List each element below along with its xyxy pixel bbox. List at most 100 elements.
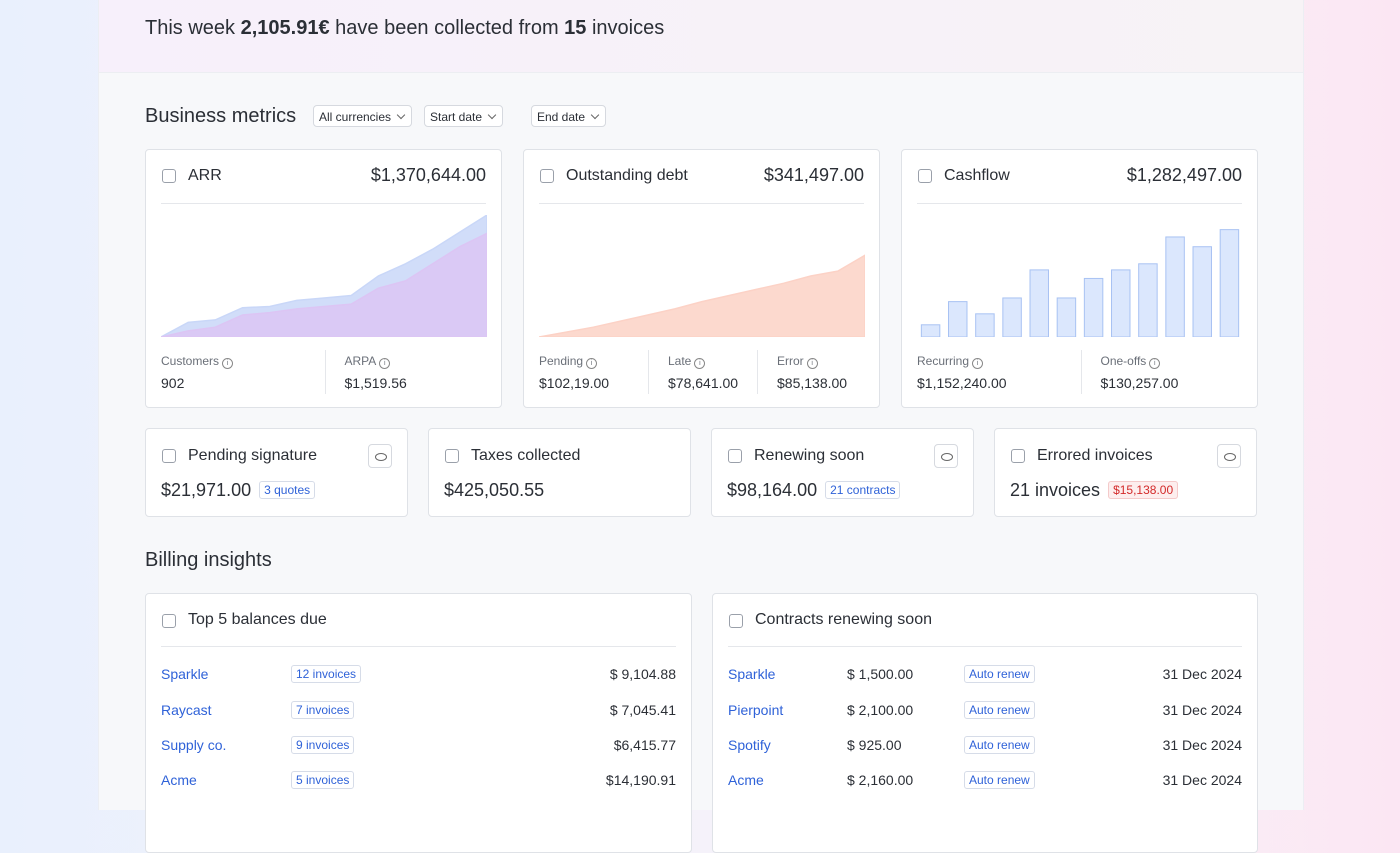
customer-link[interactable]: Raycast: [161, 702, 212, 718]
card-title: Outstanding debt: [566, 167, 688, 184]
stat-separator: [648, 350, 649, 394]
stat-label: Customers: [161, 354, 233, 369]
card-title: ARR: [188, 167, 222, 184]
card-icon: [729, 614, 743, 628]
bar: [1219, 229, 1240, 337]
card-value: $1,370,644.00: [370, 165, 486, 185]
area: [539, 254, 865, 337]
badge: Auto renew: [964, 665, 1035, 683]
divider: [728, 646, 1242, 647]
customer-link[interactable]: Acme: [728, 772, 764, 788]
mini-chart: [920, 229, 1240, 337]
card-title: Renewing soon: [754, 447, 865, 464]
table-card: Top 5 balances due Sparkle 12 invoices $ 9,…: [145, 593, 692, 853]
date: 31 Dec 2024: [1162, 702, 1242, 718]
customer-link[interactable]: Sparkle: [161, 666, 209, 682]
value-row: 21 invoices $15,138.00: [1010, 480, 1179, 501]
value-row: $21,971.00 3 quotes: [161, 480, 316, 501]
badge: Auto renew: [964, 771, 1035, 789]
card-title: Taxes collected: [471, 447, 581, 464]
table-card: Contracts renewing soon Sparkle $ 1,500.00…: [712, 593, 1258, 853]
date: 31 Dec 2024: [1162, 772, 1242, 788]
bar: [1111, 269, 1131, 337]
card-value: $341,497.00: [763, 165, 864, 185]
stat-label: ARPA: [345, 354, 391, 369]
mini-chart: [539, 254, 865, 337]
badge: 7 invoices: [291, 701, 355, 719]
badge: 21 contracts: [825, 481, 901, 499]
stat-value: $1,152,240.00: [917, 375, 1007, 391]
amount: $ 2,100.00: [847, 702, 914, 718]
amount: $14,190.91: [605, 772, 676, 788]
bar: [975, 313, 995, 337]
stat-label: Late: [668, 354, 705, 369]
card-value: $21,971.00: [161, 480, 252, 500]
card-title: Top 5 balances due: [188, 611, 327, 628]
bar: [1165, 236, 1185, 337]
card-title: Pending signature: [188, 447, 317, 464]
metric-card: ARR $1,370,644.00 Customers 902 ARPA $1,519.5…: [145, 149, 502, 408]
divider: [539, 203, 864, 204]
customer-link[interactable]: Acme: [161, 772, 197, 788]
bar: [1002, 297, 1022, 337]
view-button[interactable]: [368, 444, 392, 468]
filter-dropdown[interactable]: All currencies: [313, 105, 413, 127]
stat-value: $130,257.00: [1100, 375, 1179, 391]
stat-separator: [757, 350, 758, 394]
customer-link[interactable]: Supply co.: [161, 737, 227, 753]
amount: $ 9,104.88: [609, 666, 676, 682]
customer-link[interactable]: Spotify: [728, 737, 771, 753]
badge: 12 invoices: [291, 665, 362, 683]
stat-label: One-offs: [1101, 354, 1161, 369]
stat-value: $85,138.00: [777, 375, 848, 391]
bar: [1138, 263, 1158, 337]
headline-part: 15: [564, 17, 587, 39]
badge: Auto renew: [964, 736, 1035, 754]
amount: $ 2,160.00: [847, 772, 914, 788]
card-value: $1,282,497.00: [1126, 165, 1242, 185]
bar: [920, 324, 941, 337]
area: [161, 232, 487, 337]
summary-card: Errored invoices 21 invoices $15,138.00: [994, 428, 1257, 517]
card-icon: [162, 169, 176, 183]
metric-card: Outstanding debt $341,497.00 Pending $102,1…: [523, 149, 880, 408]
badge: Auto renew: [964, 701, 1035, 719]
section-title: Business metrics: [145, 105, 297, 127]
date: 31 Dec 2024: [1162, 666, 1242, 682]
divider: [161, 203, 486, 204]
bar: [1083, 277, 1104, 337]
card-icon: [728, 449, 742, 463]
metric-card: Cashflow $1,282,497.00 Recurring $1,152,240…: [901, 149, 1258, 408]
value-row: $425,050.55: [444, 480, 544, 501]
card-title: Cashflow: [944, 167, 1010, 184]
bar: [948, 301, 968, 337]
card-icon: [918, 169, 932, 183]
card-icon: [445, 449, 459, 463]
card-icon: [1011, 449, 1025, 463]
stat-value: $78,641.00: [668, 375, 739, 391]
amount: $ 925.00: [847, 737, 902, 753]
customer-link[interactable]: Pierpoint: [728, 702, 784, 718]
view-button[interactable]: [934, 444, 958, 468]
card-title: Errored invoices: [1037, 447, 1153, 464]
view-button[interactable]: [1217, 444, 1241, 468]
headline-part: 2,105.91€: [240, 17, 330, 39]
card-icon: [540, 169, 554, 183]
filter-dropdown[interactable]: End date: [531, 105, 607, 127]
headline-part: This week: [145, 17, 236, 39]
stat-label: Recurring: [917, 354, 983, 369]
headline: This week 2,105.91€ have been collected …: [145, 17, 664, 40]
page: This week 2,105.91€ have been collected …: [0, 0, 1400, 810]
customer-link[interactable]: Sparkle: [728, 666, 776, 682]
bar: [1029, 269, 1049, 337]
stat-value: $102,19.00: [539, 375, 610, 391]
stat-label: Pending: [539, 354, 597, 369]
badge: 5 invoices: [291, 771, 355, 789]
amount: $ 7,045.41: [609, 702, 676, 718]
badge: 3 quotes: [259, 481, 316, 499]
divider: [161, 646, 676, 647]
filter-dropdown[interactable]: Start date: [424, 105, 504, 127]
summary-card: Pending signature $21,971.00 3 quotes: [145, 428, 408, 517]
mini-chart: [161, 215, 487, 337]
main-panel: This week 2,105.91€ have been collected …: [98, 0, 1304, 853]
